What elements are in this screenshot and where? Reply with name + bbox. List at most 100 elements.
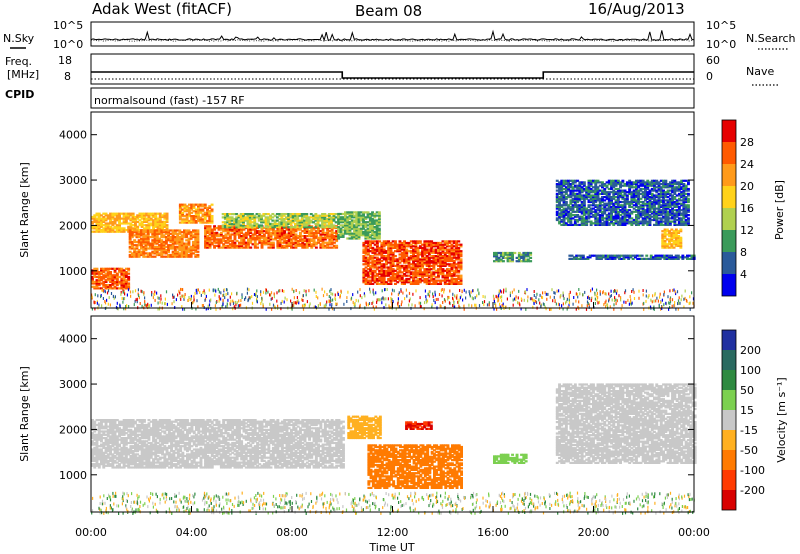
noise-right-tick-top: 10^5: [706, 19, 736, 32]
velocity-colorbar-swatch-3: [722, 390, 736, 410]
power-colorbar-tick-1: 24: [740, 158, 754, 171]
power-y-tick-label-0: 1000: [59, 265, 87, 278]
x-tick-label-2: 08:00: [276, 526, 308, 539]
power-colorbar-swatch-1: [722, 142, 736, 164]
velocity-band-2: [367, 444, 463, 489]
power-colorbar: 28 24 20 16 12 8 4: [721, 119, 754, 297]
velocity-band-4: [493, 453, 528, 464]
freq-unit-label: [MHz]: [7, 68, 39, 81]
power-colorbar-tick-4: 12: [740, 224, 754, 237]
power-colorbar-frame: [721, 119, 737, 297]
velocity-y-tick-label-3: 4000: [59, 333, 87, 346]
power-y-ticks: 1000 2000 3000 4000: [59, 129, 694, 278]
freq-tick-top: 18: [58, 54, 72, 67]
noise-search-label: N.Search: [746, 32, 796, 45]
power-band-2: [128, 229, 200, 258]
velocity-colorbar-tick-4: -15: [740, 424, 758, 437]
power-colorbar-swatch-6: [722, 252, 736, 274]
velocity-band-5: [555, 383, 697, 464]
velocity-colorbar-tick-3: 15: [740, 404, 754, 417]
power-colorbar-swatch-3: [722, 186, 736, 208]
freq-tick-bottom: 8: [64, 70, 71, 83]
plot-title: Adak West (fitACF): [92, 0, 232, 18]
nave-tick-bottom: 0: [706, 70, 713, 83]
noise-sky-trace: [90, 29, 695, 42]
beam-label: Beam 08: [355, 2, 422, 20]
power-colorbar-swatch-5: [722, 230, 736, 252]
power-band-9: [555, 179, 690, 226]
cpid-panel-frame: [90, 87, 695, 109]
power-colorbar-tick-2: 20: [740, 180, 754, 193]
velocity-data: [91, 383, 697, 515]
velocity-colorbar-tick-5: -50: [740, 444, 758, 457]
power-band-3: [178, 203, 214, 224]
velocity-colorbar-tick-7: -200: [740, 484, 765, 497]
velocity-colorbar-swatch-5: [722, 430, 736, 450]
velocity-colorbar-swatch-1: [722, 350, 736, 370]
power-band-5: [221, 213, 340, 229]
velocity-colorbar-swatch-6: [722, 450, 736, 470]
power-band-11: [568, 254, 696, 260]
noise-sky-label: N.Sky: [3, 32, 35, 45]
velocity-y-ticks: 1000 2000 3000 4000: [59, 333, 694, 482]
power-colorbar-swatch-4: [722, 208, 736, 230]
noise-panel: N.Sky 10^5 10^0 10^5 10^0 N.Search: [3, 19, 796, 51]
power-band-8: [493, 251, 533, 263]
nave-tick-top: 60: [706, 54, 720, 67]
velocity-band-0: [91, 419, 345, 469]
power-colorbar-swatch-2: [722, 164, 736, 186]
velocity-colorbar-swatch-8: [722, 490, 736, 510]
x-axis-label: Time UT: [368, 541, 414, 554]
power-band-0: [91, 267, 131, 290]
power-y-tick-label-3: 4000: [59, 129, 87, 142]
power-y-tick-label-1: 2000: [59, 219, 87, 232]
power-colorbar-tick-3: 16: [740, 202, 754, 215]
power-colorbar-tick-5: 8: [740, 246, 747, 259]
velocity-band-3: [405, 421, 433, 430]
velocity-colorbar-tick-2: 50: [740, 384, 754, 397]
freq-label: Freq.: [5, 55, 32, 68]
frequency-panel-frame: [90, 53, 695, 85]
x-axis-ticks: 00:00 04:00 08:00 12:00 16:00 20:00 00:00: [75, 302, 710, 539]
frequency-panel: Freq. [MHz] 18 8 60 0 Nave: [5, 53, 778, 86]
x-tick-label-3: 12:00: [377, 526, 409, 539]
power-ground-speckle: [91, 287, 695, 311]
velocity-y-tick-label-1: 2000: [59, 423, 87, 436]
cpid-label: CPID: [5, 88, 34, 101]
nave-label: Nave: [746, 65, 774, 78]
noise-right-tick-bottom: 10^0: [706, 38, 736, 51]
velocity-y-tick-label-0: 1000: [59, 469, 87, 482]
velocity-band-1: [347, 415, 382, 440]
power-colorbar-tick-0: 28: [740, 136, 754, 149]
noise-left-tick-top: 10^5: [53, 19, 83, 32]
velocity-colorbar-label: Velocity [m s⁻¹]: [775, 377, 788, 462]
power-y-tick-label-2: 3000: [59, 174, 87, 187]
velocity-colorbar-frame: [721, 329, 737, 511]
date-label: 16/Aug/2013: [588, 0, 685, 18]
velocity-colorbar-swatch-7: [722, 470, 736, 490]
x-tick-label-0: 00:00: [75, 526, 107, 539]
velocity-colorbar-tick-1: 100: [740, 364, 761, 377]
power-ylabel: Slant Range [km]: [18, 162, 31, 258]
velocity-panel: 1000 2000 3000 4000 Slant Range [km] 200 100…: [18, 315, 788, 515]
x-tick-label-4: 16:00: [477, 526, 509, 539]
velocity-colorbar-swatch-2: [722, 370, 736, 390]
velocity-colorbar-tick-6: -100: [740, 464, 765, 477]
noise-panel-frame: [90, 21, 695, 47]
velocity-colorbar-tick-0: 200: [740, 344, 761, 357]
velocity-colorbar-swatch-4: [722, 410, 736, 430]
power-band-4: [204, 225, 339, 249]
power-colorbar-label: Power [dB]: [773, 180, 786, 240]
cpid-text: normalsound (fast) -157 RF: [94, 94, 245, 107]
velocity-ylabel: Slant Range [km]: [18, 366, 31, 462]
power-colorbar-swatch-7: [722, 274, 736, 296]
frequency-trace: [91, 71, 694, 79]
velocity-colorbar-swatch-0: [722, 330, 736, 350]
power-panel: 1000 2000 3000 4000 Slant Range [km] 28 24 20…: [18, 111, 786, 311]
power-colorbar-swatch-0: [722, 120, 736, 142]
velocity-colorbar: 200 100 50 15 -15 -50 -100 -200: [721, 329, 765, 511]
x-tick-label-6: 00:00: [678, 526, 710, 539]
power-band-6: [337, 211, 381, 240]
power-colorbar-tick-6: 4: [740, 268, 747, 281]
